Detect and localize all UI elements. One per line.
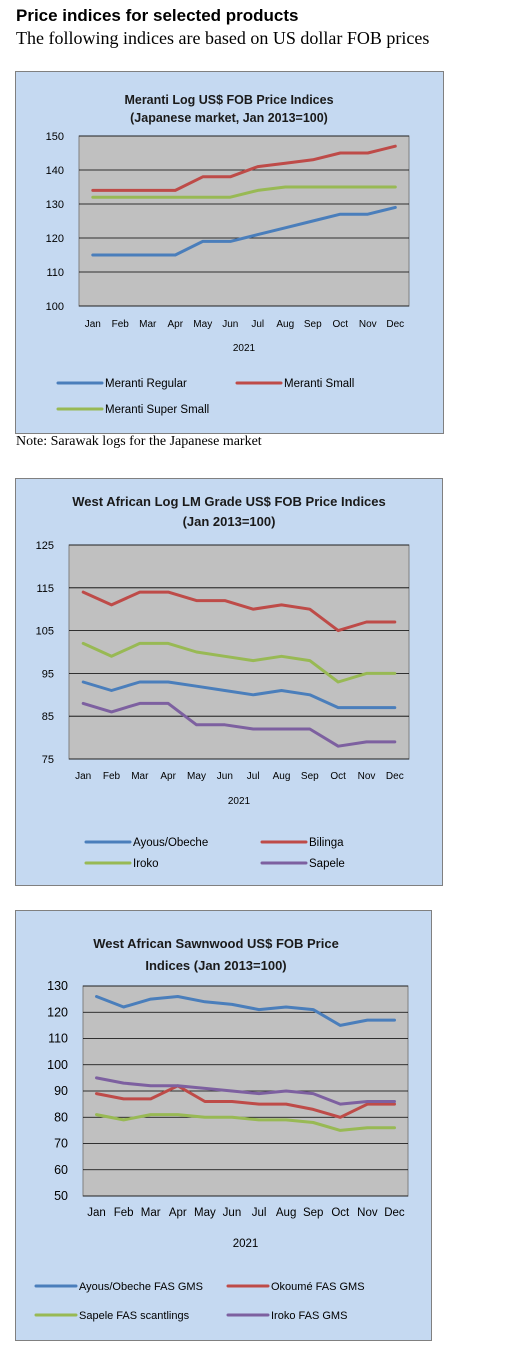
x-tick-label: May [187,771,206,782]
y-tick-label: 120 [46,233,64,245]
x-tick-label: Aug [273,771,291,782]
chart-west-african-log: West African Log LM Grade US$ FOB Price … [36,494,410,870]
y-tick-label: 150 [46,131,64,143]
x-tick-label: Sep [304,319,322,330]
series-line [91,185,397,199]
x-tick-label: Sep [301,771,319,782]
x-tick-label: Dec [384,1207,405,1219]
x-tick-label: Jan [87,1207,106,1219]
plot-area [78,135,410,307]
x-axis-label: 2021 [233,1238,259,1250]
x-tick-label: Jun [222,319,238,330]
x-tick-label: Feb [103,771,121,782]
legend-label: Meranti Super Small [105,404,209,416]
y-tick-label: 125 [36,540,54,552]
legend-label: Ayous/Obeche [133,837,208,849]
x-tick-label: Nov [358,771,376,782]
y-tick-label: 75 [42,754,54,766]
x-tick-label: Apr [160,771,176,782]
x-tick-label: Oct [331,1207,350,1219]
series-line [81,641,397,684]
page-subheading: The following indices are based on US do… [16,28,430,48]
chart-sawnwood: West African Sawnwood US$ FOB Price Indic… [34,936,409,1322]
series-line [81,701,397,748]
x-tick-label: Aug [276,1207,296,1219]
chart-title: West African Sawnwood US$ FOB Price [93,936,339,951]
x-tick-label: Jul [251,319,264,330]
legend-label: Iroko [133,858,159,870]
y-tick-label: 105 [36,626,54,638]
x-tick-label: Jul [252,1207,267,1219]
chart-meranti: Meranti Log US$ FOB Price Indices (Japane… [46,93,410,416]
x-tick-label: Apr [169,1207,187,1219]
series-line [91,144,397,192]
legend-label: Okoumé FAS GMS [271,1281,365,1293]
x-tick-label: Feb [112,319,130,330]
plot-area [68,544,410,760]
y-tick-label: 115 [36,583,54,595]
chart-panel-sawnwood: West African Sawnwood US$ FOB Price Indic… [15,910,432,1341]
y-tick-label: 140 [46,165,64,177]
series-line [95,1113,396,1132]
x-tick-label: Mar [139,319,157,330]
x-tick-label: Aug [276,319,294,330]
x-tick-label: Mar [131,771,149,782]
series-line [95,1084,396,1119]
x-tick-label: Oct [332,319,348,330]
chart-title: Indices (Jan 2013=100) [145,958,286,973]
y-tick-label: 70 [54,1137,68,1151]
x-tick-label: Dec [386,319,404,330]
y-tick-label: 110 [48,1032,68,1046]
legend-label: Sapele [309,858,345,870]
legend-label: Bilinga [309,837,344,849]
chart-title: Meranti Log US$ FOB Price Indices [124,93,333,107]
x-axis-label: 2021 [228,796,251,807]
x-tick-label: Jun [217,771,233,782]
x-tick-label: May [193,319,212,330]
y-tick-label: 110 [46,267,64,279]
x-tick-label: Jun [223,1207,242,1219]
y-tick-label: 130 [47,979,68,993]
y-tick-label: 60 [54,1163,68,1177]
chart-note: Note: Sarawak logs for the Japanese mark… [16,434,262,449]
chart-title: West African Log LM Grade US$ FOB Price … [72,494,386,509]
series-line [91,205,397,257]
y-tick-label: 100 [46,301,64,313]
x-axis-label: 2021 [233,343,256,354]
legend-label: Sapele FAS scantlings [79,1310,190,1322]
x-tick-label: Nov [357,1207,378,1219]
series-line [95,1076,396,1106]
x-tick-label: Feb [114,1207,134,1219]
legend-label: Iroko FAS GMS [271,1310,347,1322]
x-tick-label: Jul [247,771,260,782]
chart-title: (Japanese market, Jan 2013=100) [130,111,328,125]
y-tick-label: 85 [42,711,54,723]
y-tick-label: 100 [47,1058,68,1072]
legend-label: Ayous/Obeche FAS GMS [79,1281,203,1293]
y-tick-label: 120 [47,1005,68,1019]
x-tick-label: Jan [75,771,91,782]
x-tick-label: May [194,1207,216,1219]
chart-panel-west-african-log: West African Log LM Grade US$ FOB Price … [15,478,443,886]
x-tick-label: Apr [167,319,183,330]
series-line [81,590,397,633]
y-tick-label: 130 [46,199,64,211]
y-tick-label: 50 [54,1189,68,1203]
series-line [95,995,396,1027]
y-tick-label: 95 [42,668,54,680]
x-tick-label: Sep [303,1207,323,1219]
x-tick-label: Nov [359,319,377,330]
x-tick-label: Mar [141,1207,161,1219]
chart-panel-meranti: Meranti Log US$ FOB Price Indices (Japane… [15,71,444,434]
series-line [81,680,397,710]
x-tick-label: Dec [386,771,404,782]
legend-label: Meranti Regular [105,378,187,390]
x-tick-label: Oct [330,771,346,782]
legend-label: Meranti Small [284,378,354,390]
page-heading: Price indices for selected products [16,6,299,25]
y-tick-label: 90 [54,1084,68,1098]
y-tick-label: 80 [54,1110,68,1124]
x-tick-label: Jan [85,319,101,330]
chart-title: (Jan 2013=100) [183,514,276,529]
